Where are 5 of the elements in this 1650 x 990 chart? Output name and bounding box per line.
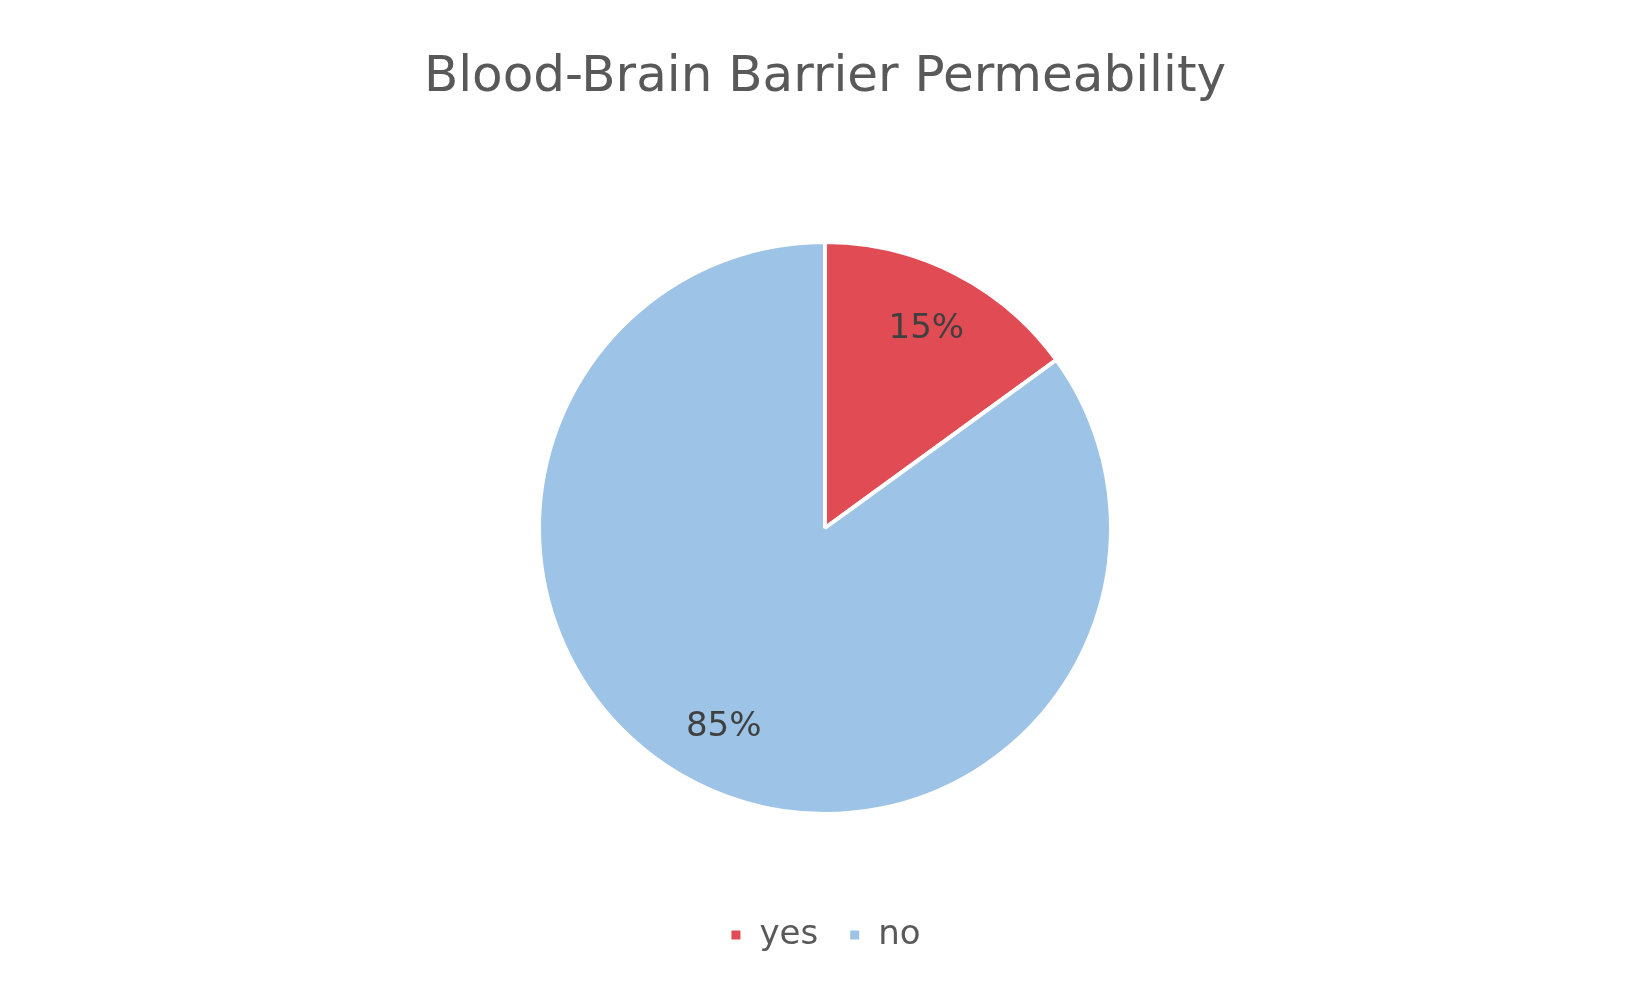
legend-label: no <box>878 911 921 952</box>
data-label: 15% <box>888 306 965 347</box>
data-label: 85% <box>685 703 762 744</box>
legend-label: yes <box>759 911 819 952</box>
chart-title: Blood-Brain Barrier Permeability <box>423 44 1227 103</box>
